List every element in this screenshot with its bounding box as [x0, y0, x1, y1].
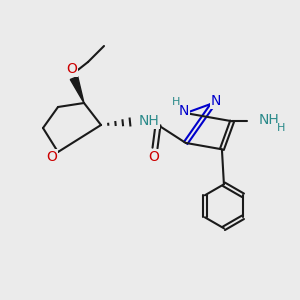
Text: O: O [148, 150, 159, 164]
Text: N: N [178, 104, 189, 118]
Polygon shape [70, 76, 84, 103]
Text: NH: NH [259, 113, 280, 127]
Text: O: O [67, 62, 77, 76]
Text: NH: NH [139, 114, 160, 128]
Text: H: H [277, 123, 285, 133]
Text: H: H [172, 97, 180, 107]
Text: N: N [211, 94, 221, 108]
Text: O: O [46, 150, 57, 164]
